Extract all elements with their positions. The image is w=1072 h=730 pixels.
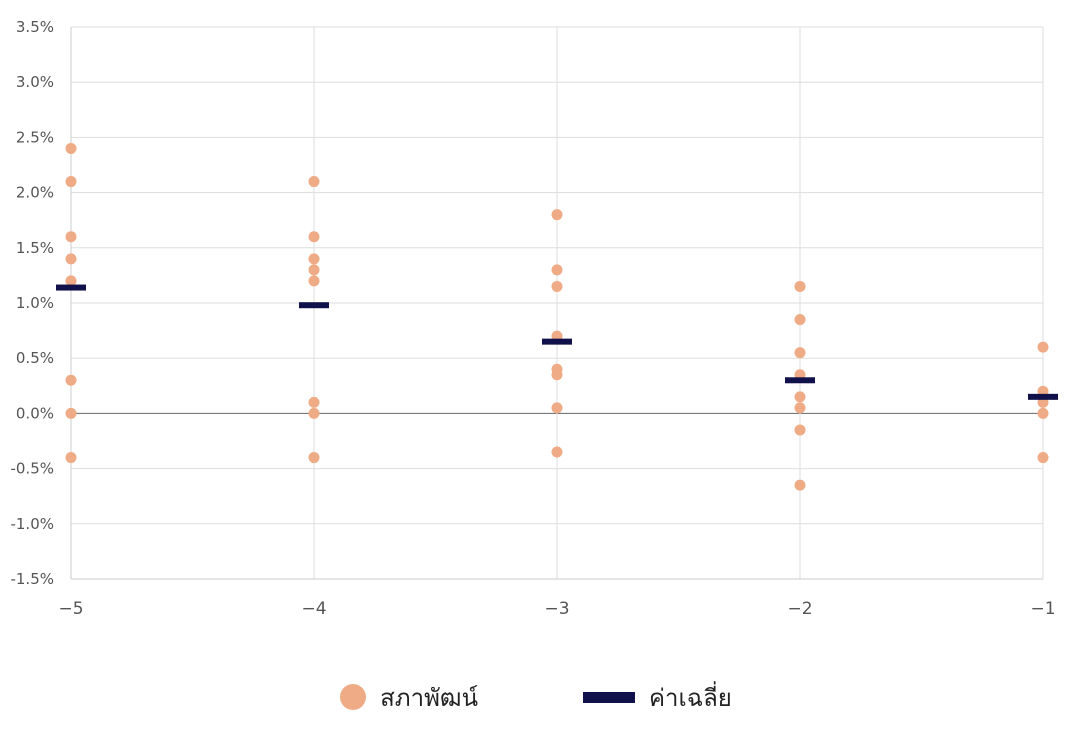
forecast-point xyxy=(794,402,806,414)
forecast-point xyxy=(308,253,320,265)
forecast-point xyxy=(1037,452,1049,464)
forecast-point xyxy=(65,275,77,287)
forecast-point xyxy=(551,280,563,292)
forecast-point xyxy=(308,264,320,276)
forecast-point xyxy=(794,347,806,359)
legend-label-average: ค่าเฉลี่ย xyxy=(649,683,732,712)
forecast-point xyxy=(794,479,806,491)
average-marker xyxy=(1028,393,1058,400)
forecast-point xyxy=(794,280,806,292)
forecast-point xyxy=(551,402,563,414)
y-tick-label: 3.5% xyxy=(16,18,54,36)
y-axis-tick-labels: 3.5% 3.0% 2.5% 2.0% 1.5% 1.0% 0.5% 0.0% -0.5% -1.… xyxy=(10,18,54,588)
average-marker xyxy=(299,302,329,309)
x-tick-label: −5 xyxy=(58,599,83,619)
forecast-point xyxy=(1037,341,1049,353)
x-tick-label: −4 xyxy=(301,599,326,619)
x-tick-label: −1 xyxy=(1030,599,1055,619)
forecast-point xyxy=(65,231,77,243)
y-tick-label: 0.0% xyxy=(16,404,54,422)
forecast-point xyxy=(65,176,77,188)
forecast-point xyxy=(551,446,563,458)
forecast-point xyxy=(65,407,77,419)
forecast-point xyxy=(794,424,806,436)
forecast-point xyxy=(794,314,806,326)
forecast-point xyxy=(65,142,77,154)
y-tick-label: -1.0% xyxy=(10,515,54,533)
axes xyxy=(70,27,1043,580)
legend: สภาพัฒน์ ค่าเฉลี่ย xyxy=(0,672,1072,722)
forecast-point xyxy=(794,391,806,403)
grid xyxy=(70,26,1044,580)
y-tick-label: 1.0% xyxy=(16,294,54,312)
forecast-point xyxy=(308,231,320,243)
forecast-point xyxy=(65,452,77,464)
average-marker xyxy=(785,377,815,384)
y-tick-label: -1.5% xyxy=(10,570,54,588)
scatter-chart: 3.5% 3.0% 2.5% 2.0% 1.5% 1.0% 0.5% 0.0% -0.5% -1.… xyxy=(10,18,1058,619)
forecast-point xyxy=(308,275,320,287)
y-tick-label: 3.0% xyxy=(16,73,54,91)
forecast-point xyxy=(65,374,77,386)
legend-label-series-1: สภาพัฒน์ xyxy=(380,683,478,712)
forecast-point xyxy=(551,264,563,276)
y-tick-label: 2.0% xyxy=(16,184,54,202)
x-axis-tick-labels: −5 −4 −3 −2 −1 xyxy=(58,599,1055,619)
x-tick-label: −3 xyxy=(544,599,569,619)
legend-dash-marker xyxy=(583,691,635,703)
forecast-point xyxy=(308,452,320,464)
average-marker xyxy=(56,284,86,291)
average-marker xyxy=(542,338,572,345)
forecast-point xyxy=(308,407,320,419)
mean-markers xyxy=(56,284,1058,400)
forecast-point xyxy=(1037,407,1049,419)
x-tick-label: −2 xyxy=(787,599,812,619)
y-tick-label: 2.5% xyxy=(16,128,54,146)
legend-item-series-1: สภาพัฒน์ xyxy=(340,678,478,717)
y-tick-label: 1.5% xyxy=(16,239,54,257)
legend-circle-marker xyxy=(340,684,367,710)
forecast-point xyxy=(308,396,320,408)
forecast-point xyxy=(308,176,320,188)
y-tick-label: -0.5% xyxy=(10,460,54,478)
legend-item-average: ค่าเฉลี่ย xyxy=(583,678,732,717)
forecast-point xyxy=(551,369,563,381)
y-tick-label: 0.5% xyxy=(16,349,54,367)
forecast-point xyxy=(551,209,563,221)
forecast-point xyxy=(65,253,77,265)
